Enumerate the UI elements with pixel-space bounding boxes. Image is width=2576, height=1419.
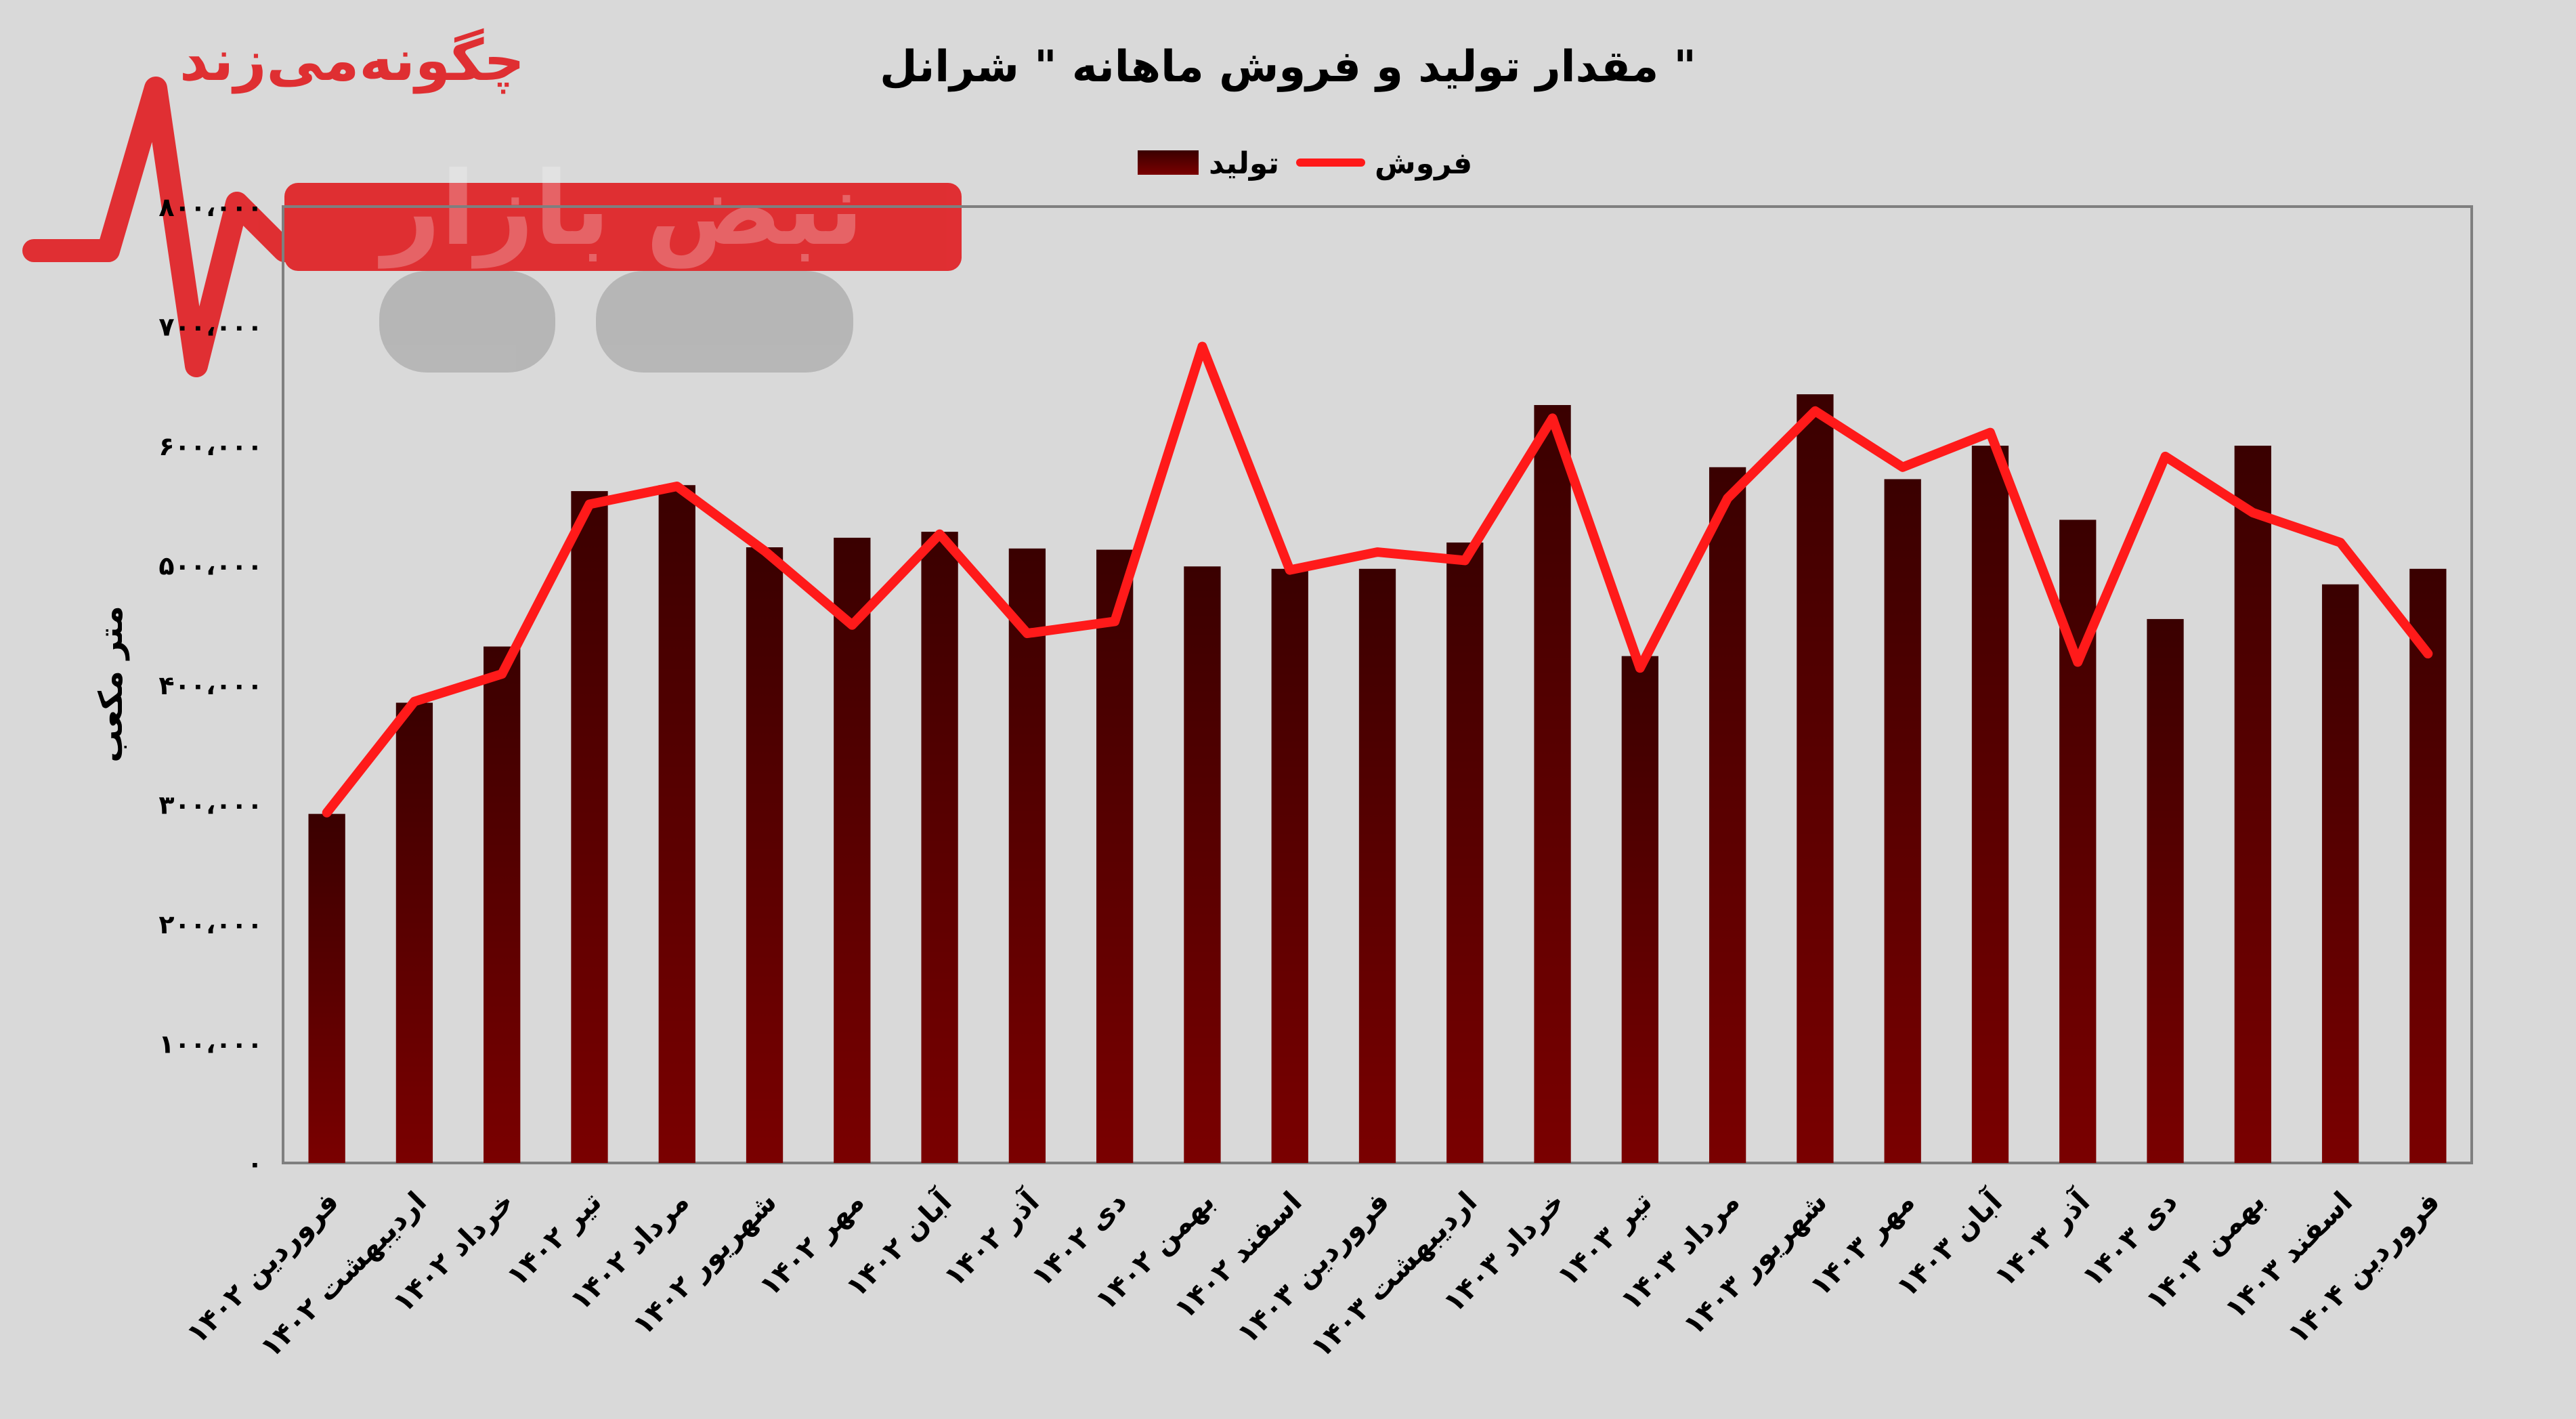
y-tick-label: ۰	[247, 1149, 263, 1179]
bar	[1884, 479, 1921, 1163]
bar	[658, 485, 695, 1163]
watermark-gray-block-2	[596, 271, 853, 373]
bar	[2321, 584, 2359, 1163]
bar	[921, 532, 958, 1163]
x-tick-label: آذر ۱۴۰۲	[937, 1184, 1046, 1294]
bar	[1797, 394, 1834, 1163]
watermark-gray-block	[379, 271, 555, 373]
x-tick-label: فروردین ۱۴۰۴	[2281, 1185, 2447, 1351]
legend-label-sales: فروش	[1375, 146, 1472, 181]
bar	[571, 491, 608, 1163]
chart-title: مقدار تولید و فروش ماهانه " شرانل "	[880, 42, 1696, 92]
bar	[1008, 548, 1046, 1163]
legend-label-production: تولید	[1209, 146, 1279, 181]
bar	[395, 702, 433, 1163]
bar	[2147, 618, 2184, 1163]
pulse-line-icon	[22, 77, 296, 377]
watermark-brand: نبض بازار	[377, 150, 863, 269]
y-tick-label: ۵۰۰،۰۰۰	[158, 551, 263, 581]
x-tick-label: فروردین ۱۴۰۲	[180, 1185, 346, 1351]
y-tick-label: ۲۰۰،۰۰۰	[158, 910, 263, 939]
sales-line	[322, 341, 2433, 818]
y-axis-label: متر مکعب	[92, 606, 130, 762]
bar	[1096, 549, 1134, 1163]
bar	[1271, 568, 1308, 1163]
y-axis: ۰ ۱۰۰،۰۰۰ ۲۰۰،۰۰۰ ۳۰۰،۰۰۰ ۴۰۰،۰۰۰ ۵۰۰،۰۰۰ ۶۰۰،…	[158, 192, 263, 1179]
bar	[1709, 467, 1746, 1163]
bar	[2409, 568, 2447, 1163]
y-tick-label: ۱۰۰،۰۰۰	[158, 1030, 263, 1059]
bar	[1446, 542, 1484, 1163]
bar	[1971, 446, 2009, 1163]
watermark-tagline: چگونه‌می‌زند	[179, 27, 525, 94]
y-tick-label: ۳۰۰،۰۰۰	[158, 790, 263, 820]
bar	[746, 547, 783, 1163]
x-tick-label: آذر ۱۴۰۳	[1988, 1184, 2097, 1294]
bar-series-production	[308, 394, 2447, 1163]
x-tick-label: فروردین ۱۴۰۳	[1230, 1185, 1396, 1351]
legend-swatch-production	[1138, 150, 1199, 175]
watermark-red-block	[284, 183, 962, 271]
bar	[308, 813, 345, 1163]
line-series-sales	[322, 341, 2433, 818]
bar	[1621, 656, 1658, 1163]
watermark-logo: چگونه‌می‌زند نبض بازار	[22, 27, 962, 377]
bar	[834, 537, 871, 1163]
y-tick-label: ۸۰۰،۰۰۰	[158, 192, 263, 222]
bar	[484, 646, 521, 1163]
y-tick-label: ۴۰۰،۰۰۰	[158, 671, 263, 700]
y-tick-label: ۷۰۰،۰۰۰	[158, 312, 263, 342]
y-tick-label: ۶۰۰،۰۰۰	[158, 431, 263, 461]
legend: فروش تولید	[1138, 146, 1472, 181]
bar	[1358, 568, 1396, 1163]
bar	[2234, 446, 2271, 1163]
bar	[1184, 566, 1221, 1163]
bar	[1534, 404, 1571, 1163]
